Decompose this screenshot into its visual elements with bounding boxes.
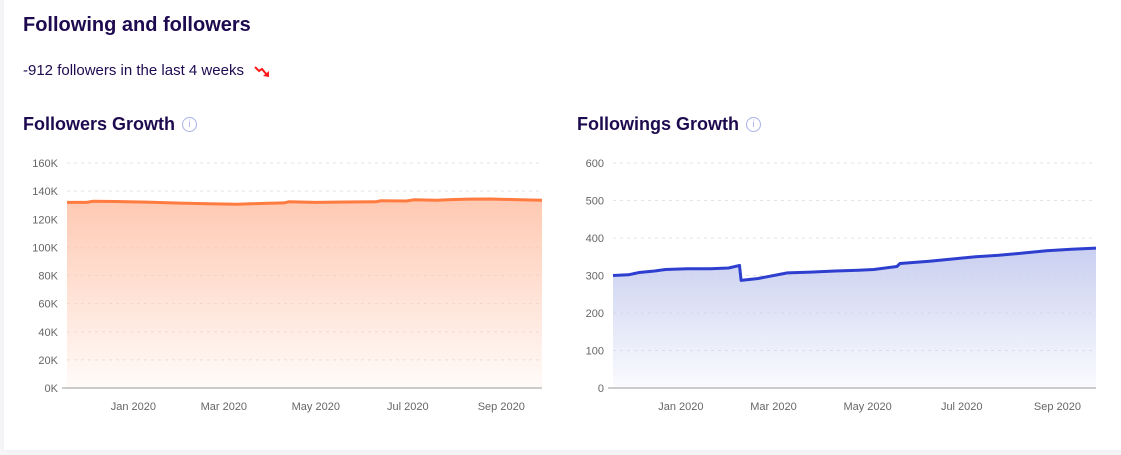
followings-growth-title: Followings Growth i bbox=[577, 114, 761, 135]
y-tick-label: 120K bbox=[32, 214, 58, 226]
series-area bbox=[613, 248, 1096, 388]
x-tick-label: Sep 2020 bbox=[1034, 401, 1081, 413]
y-tick-label: 500 bbox=[586, 196, 604, 208]
x-tick-label: Jul 2020 bbox=[387, 401, 429, 413]
y-tick-label: 80K bbox=[38, 271, 58, 283]
section-title: Following and followers bbox=[23, 14, 251, 36]
y-tick-label: 140K bbox=[32, 186, 58, 198]
x-tick-label: Jul 2020 bbox=[941, 401, 983, 413]
y-tick-label: 40K bbox=[38, 327, 58, 339]
x-tick-label: Jan 2020 bbox=[658, 401, 703, 413]
chart-title-text: Followings Growth bbox=[577, 114, 739, 134]
series-line bbox=[67, 197, 543, 206]
followers-growth-title: Followers Growth i bbox=[23, 114, 198, 135]
y-tick-label: 300 bbox=[586, 271, 604, 283]
x-tick-label: Mar 2020 bbox=[750, 401, 796, 413]
x-tick-label: Jan 2020 bbox=[111, 401, 156, 413]
x-tick-label: May 2020 bbox=[843, 401, 891, 413]
followers-growth-chart: 0K 20K 40K 60K 80K 100K 120K 140K 160K Jan 2020 Ma… bbox=[32, 158, 543, 413]
y-tick-label: 200 bbox=[586, 308, 604, 320]
followers-summary: -912 followers in the last 4 weeks bbox=[23, 62, 272, 79]
x-tick-label: Sep 2020 bbox=[478, 401, 525, 413]
chart-title-text: Followers Growth bbox=[23, 114, 176, 134]
trend-down-icon bbox=[254, 65, 269, 77]
y-tick-label: 600 bbox=[586, 158, 604, 170]
info-icon[interactable]: i bbox=[182, 117, 198, 132]
info-icon[interactable]: i bbox=[745, 117, 761, 132]
y-tick-label: 0K bbox=[45, 383, 59, 395]
series-area bbox=[67, 199, 542, 388]
y-tick-label: 160K bbox=[32, 158, 58, 170]
x-tick-label: Mar 2020 bbox=[201, 401, 247, 413]
y-tick-label: 100 bbox=[586, 346, 604, 358]
y-tick-label: 100K bbox=[32, 242, 58, 254]
y-tick-label: 60K bbox=[38, 299, 58, 311]
y-tick-label: 400 bbox=[586, 233, 604, 245]
series-line bbox=[612, 246, 1097, 282]
x-tick-label: May 2020 bbox=[292, 401, 340, 413]
y-tick-label: 20K bbox=[38, 355, 58, 367]
summary-text: -912 followers in the last 4 weeks bbox=[23, 62, 244, 79]
y-tick-label: 0 bbox=[598, 383, 604, 395]
